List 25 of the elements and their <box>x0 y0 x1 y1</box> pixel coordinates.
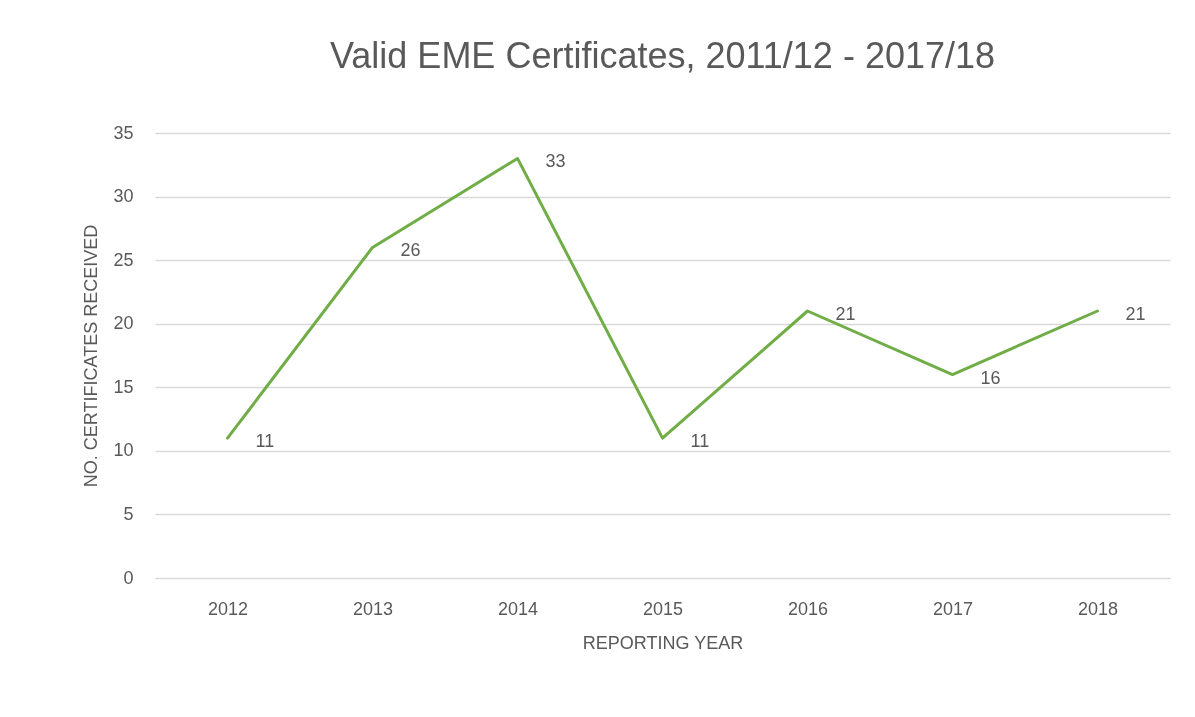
x-tick-label: 2018 <box>1077 598 1119 619</box>
y-tick-label: 0 <box>123 567 134 588</box>
y-tick-label: 35 <box>113 122 134 143</box>
y-tick-label: 5 <box>123 503 134 524</box>
data-label: 11 <box>690 431 710 452</box>
data-label: 33 <box>545 151 566 172</box>
y-axis-title: NO. CERTIFICATES RECEIVED <box>81 224 102 488</box>
y-tick-label: 15 <box>113 376 134 397</box>
data-label: 16 <box>980 367 1001 388</box>
x-tick-label: 2015 <box>642 598 684 619</box>
x-tick-label: 2012 <box>207 598 249 619</box>
data-label: 21 <box>835 304 856 324</box>
data-label: 21 <box>1125 304 1146 324</box>
x-axis-title: REPORTING YEAR <box>582 632 744 653</box>
y-tick-label: 25 <box>113 249 134 270</box>
data-label: 11 <box>255 431 275 452</box>
x-tick-label: 2017 <box>932 598 974 619</box>
y-tick-label: 30 <box>113 186 134 207</box>
x-tick-label: 2016 <box>787 598 829 619</box>
chart-title: Valid EME Certificates, 2011/12 - 2017/18 <box>329 35 996 76</box>
x-tick-label: 2014 <box>497 598 539 619</box>
y-tick-label: 20 <box>113 313 134 334</box>
data-label: 26 <box>400 240 421 261</box>
y-tick-label: 10 <box>113 440 134 461</box>
x-tick-label: 2013 <box>352 598 394 619</box>
